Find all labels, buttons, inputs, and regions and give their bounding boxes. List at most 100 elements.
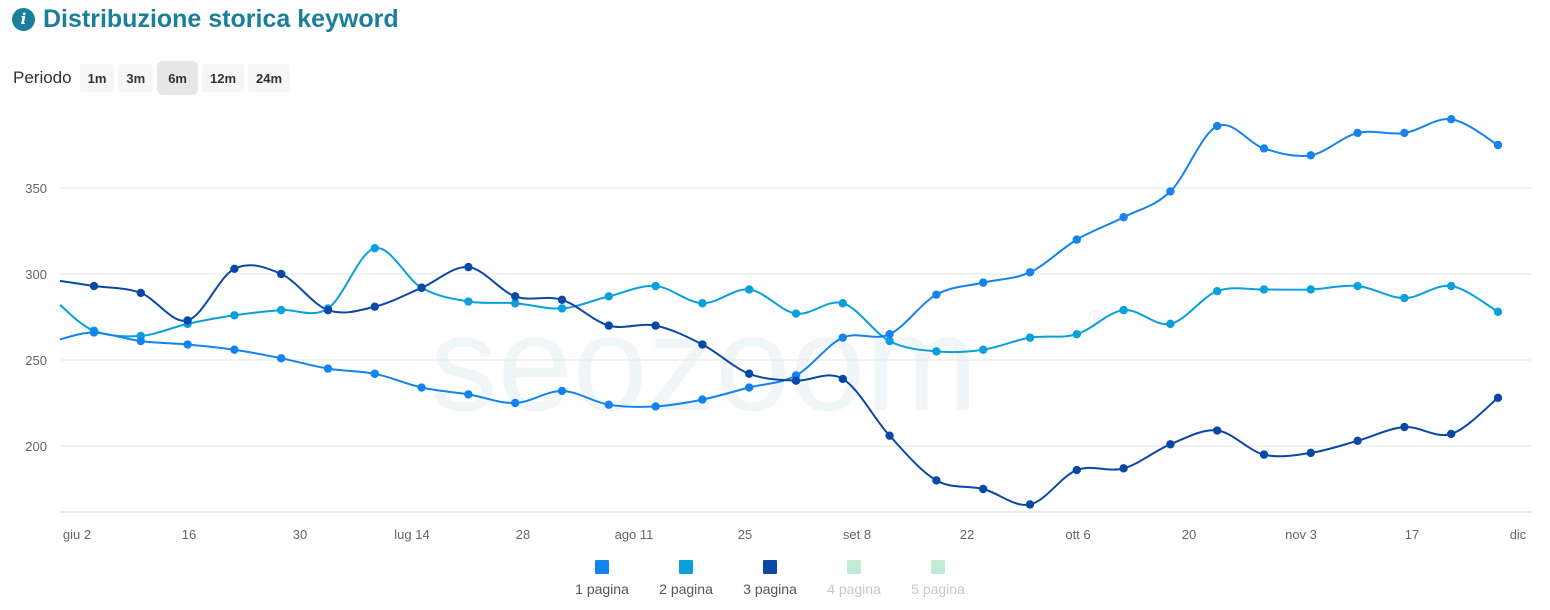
period-button-12m[interactable]: 12m <box>202 64 245 92</box>
legend-item-5-pagina[interactable]: 5 pagina <box>896 560 980 597</box>
data-point-1-pagina <box>1447 115 1456 124</box>
data-point-1-pagina <box>511 398 520 408</box>
data-point-1-pagina <box>230 345 239 354</box>
data-point-1-pagina <box>885 330 894 339</box>
legend-swatch <box>763 560 777 574</box>
data-point-2-pagina <box>557 304 567 313</box>
data-point-1-pagina <box>1493 140 1503 150</box>
legend-label: 2 pagina <box>659 581 713 597</box>
data-point-3-pagina <box>651 321 660 330</box>
data-point-2-pagina <box>277 305 286 315</box>
y-tick-label: 300 <box>25 267 47 282</box>
grid-lines <box>60 187 1532 447</box>
data-point-3-pagina <box>1072 465 1082 475</box>
info-icon[interactable]: i <box>12 7 35 31</box>
seozoom-watermark-icon: seozoom ® <box>430 288 1106 439</box>
data-point-2-pagina <box>1119 305 1128 315</box>
data-point-2-pagina <box>745 285 754 294</box>
data-point-3-pagina <box>885 431 894 440</box>
x-tick-label: 20 <box>1182 527 1196 542</box>
legend-swatch <box>679 560 693 574</box>
legend-swatch <box>931 560 945 574</box>
data-point-3-pagina <box>1166 440 1175 449</box>
data-point-1-pagina <box>651 402 660 411</box>
x-tick-label: set 8 <box>843 527 871 542</box>
legend-swatch <box>847 560 861 574</box>
data-point-3-pagina <box>417 283 426 292</box>
data-point-2-pagina <box>885 336 894 346</box>
x-tick-label: ago 11 <box>615 527 654 542</box>
data-point-3-pagina <box>89 281 99 291</box>
data-point-3-pagina <box>557 295 567 304</box>
data-point-3-pagina <box>1213 426 1222 435</box>
data-point-3-pagina <box>277 269 286 279</box>
data-point-1-pagina <box>136 336 145 346</box>
data-point-1-pagina <box>979 278 988 287</box>
period-button-6m[interactable]: 6m <box>157 61 198 95</box>
data-point-2-pagina <box>1025 333 1035 342</box>
data-point-2-pagina <box>1306 285 1316 294</box>
data-point-2-pagina <box>1213 287 1222 296</box>
data-point-1-pagina <box>183 340 192 349</box>
period-label: Periodo <box>13 68 72 87</box>
x-tick-label: 25 <box>738 527 752 542</box>
data-point-3-pagina <box>979 484 988 494</box>
legend-label: 1 pagina <box>575 581 629 597</box>
data-point-2-pagina <box>1072 330 1082 339</box>
data-point-1-pagina <box>323 364 333 373</box>
x-tick-label: 16 <box>182 527 196 542</box>
y-tick-label: 200 <box>25 439 47 454</box>
data-point-3-pagina <box>1400 422 1409 432</box>
data-point-2-pagina <box>230 311 239 320</box>
data-point-1-pagina <box>838 333 847 342</box>
legend-item-3-pagina[interactable]: 3 pagina <box>728 560 812 597</box>
series-points <box>89 115 1503 509</box>
data-point-3-pagina <box>745 369 754 378</box>
data-point-1-pagina <box>1166 187 1175 196</box>
data-point-2-pagina <box>791 309 801 318</box>
data-point-2-pagina <box>651 281 660 291</box>
data-point-3-pagina <box>1447 429 1456 439</box>
period-button-1m[interactable]: 1m <box>79 64 115 92</box>
period-button-3m[interactable]: 3m <box>118 64 154 92</box>
data-point-2-pagina <box>370 244 379 253</box>
x-tick-label: 17 <box>1405 527 1419 542</box>
data-point-2-pagina <box>464 297 473 306</box>
data-point-1-pagina <box>89 328 99 337</box>
data-point-1-pagina <box>745 383 754 392</box>
watermark-text: seozoom <box>430 288 978 439</box>
legend-item-4-pagina[interactable]: 4 pagina <box>812 560 896 597</box>
legend-item-2-pagina[interactable]: 2 pagina <box>644 560 728 597</box>
period-selector: Periodo 1m 3m 6m 12m 24m <box>13 61 291 95</box>
data-point-3-pagina <box>1259 450 1269 459</box>
data-point-1-pagina <box>557 386 567 396</box>
series-line-1-pagina <box>59 118 1499 408</box>
x-tick-label: nov 3 <box>1285 527 1317 542</box>
data-point-1-pagina <box>1259 144 1269 153</box>
data-point-3-pagina <box>698 340 707 349</box>
legend-item-1-pagina[interactable]: 1 pagina <box>560 560 644 597</box>
data-point-3-pagina <box>1353 436 1362 446</box>
data-point-1-pagina <box>464 390 473 399</box>
period-button-24m[interactable]: 24m <box>248 64 291 92</box>
data-point-1-pagina <box>1353 128 1362 138</box>
data-point-2-pagina <box>1353 281 1362 291</box>
data-point-2-pagina <box>1259 285 1269 294</box>
chart-header: i Distribuzione storica keyword <box>12 4 399 34</box>
data-point-3-pagina <box>464 262 473 272</box>
data-point-1-pagina <box>1213 121 1222 131</box>
data-point-1-pagina <box>1119 213 1128 222</box>
data-point-1-pagina <box>698 395 707 404</box>
data-point-3-pagina <box>511 292 520 301</box>
data-point-1-pagina <box>1400 128 1409 138</box>
data-point-2-pagina <box>979 345 988 354</box>
data-point-1-pagina <box>277 354 286 363</box>
data-point-3-pagina <box>1306 448 1316 458</box>
data-point-3-pagina <box>370 302 379 311</box>
data-point-3-pagina <box>183 316 192 325</box>
chart-legend: 1 pagina 2 pagina 3 pagina 4 pagina 5 pa… <box>560 560 980 597</box>
data-point-2-pagina <box>838 299 847 308</box>
y-tick-label: 250 <box>25 353 47 368</box>
x-tick-label: 30 <box>293 527 307 542</box>
